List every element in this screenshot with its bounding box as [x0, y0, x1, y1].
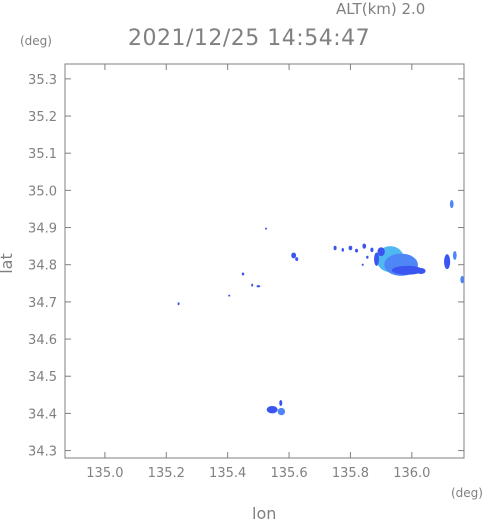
y-tick-label: 34.5: [28, 370, 57, 385]
y-tick-label: 35.1: [28, 147, 57, 162]
chart-title-timestamp: 2021/12/25 14:54:47: [128, 26, 371, 51]
echo-cell: [241, 272, 245, 276]
y-tick-label: 34.8: [28, 259, 57, 274]
echo-cell: [295, 257, 299, 261]
echo-cell: [279, 400, 283, 406]
echo-cell: [177, 302, 180, 306]
x-axis-label: lon: [252, 504, 277, 523]
echo-cell: [333, 245, 337, 251]
echo-layer: [177, 200, 464, 416]
y-tick-label: 34.9: [28, 222, 57, 237]
x-tick-label: 135.2: [148, 466, 185, 481]
echo-cell: [228, 294, 231, 297]
y-tick-label: 34.7: [28, 296, 57, 311]
plot-frame: [64, 63, 465, 459]
tick-layer: 135.0 135.2 135.4 135.6 135.8 136.0 34.3 34.4 34…: [28, 64, 464, 481]
echo-cell: [362, 243, 367, 249]
echo-cell: [391, 265, 423, 275]
echo-cell: [266, 405, 278, 414]
echo-cell: [460, 275, 464, 284]
echo-cell: [277, 407, 286, 416]
y-tick-label: 35.3: [28, 73, 57, 88]
altitude-label: ALT(km) 2.0: [336, 0, 426, 18]
echo-cell: [449, 200, 454, 209]
y-tick-label: 35.0: [28, 184, 57, 199]
y-tick-label: 34.3: [28, 445, 57, 460]
echo-cell: [370, 247, 374, 253]
x-tick-label: 135.8: [332, 466, 369, 481]
echo-cell: [366, 255, 369, 259]
echo-cell: [348, 245, 353, 251]
x-tick-label: 135.4: [209, 466, 246, 481]
y-tick-label: 34.4: [28, 407, 57, 422]
x-axis-unit: (deg): [451, 486, 483, 500]
echo-cell: [291, 252, 297, 259]
echo-cell: [452, 250, 457, 260]
echo-cell: [374, 252, 379, 266]
x-tick-label: 135.6: [270, 466, 307, 481]
y-tick-label: 35.2: [28, 110, 57, 125]
echo-cell: [444, 254, 451, 270]
echo-cell: [265, 227, 268, 230]
echo-cell: [355, 248, 359, 253]
echo-cell: [377, 247, 385, 257]
y-tick-label: 34.6: [28, 333, 57, 348]
x-tick-label: 136.0: [393, 466, 430, 481]
echo-cell: [416, 268, 426, 275]
echo-cell: [361, 263, 364, 266]
echo-cell: [256, 285, 261, 288]
y-axis-unit: (deg): [20, 34, 52, 48]
echo-cell: [251, 283, 254, 287]
echo-cell: [341, 247, 344, 252]
x-tick-label: 135.0: [86, 466, 123, 481]
